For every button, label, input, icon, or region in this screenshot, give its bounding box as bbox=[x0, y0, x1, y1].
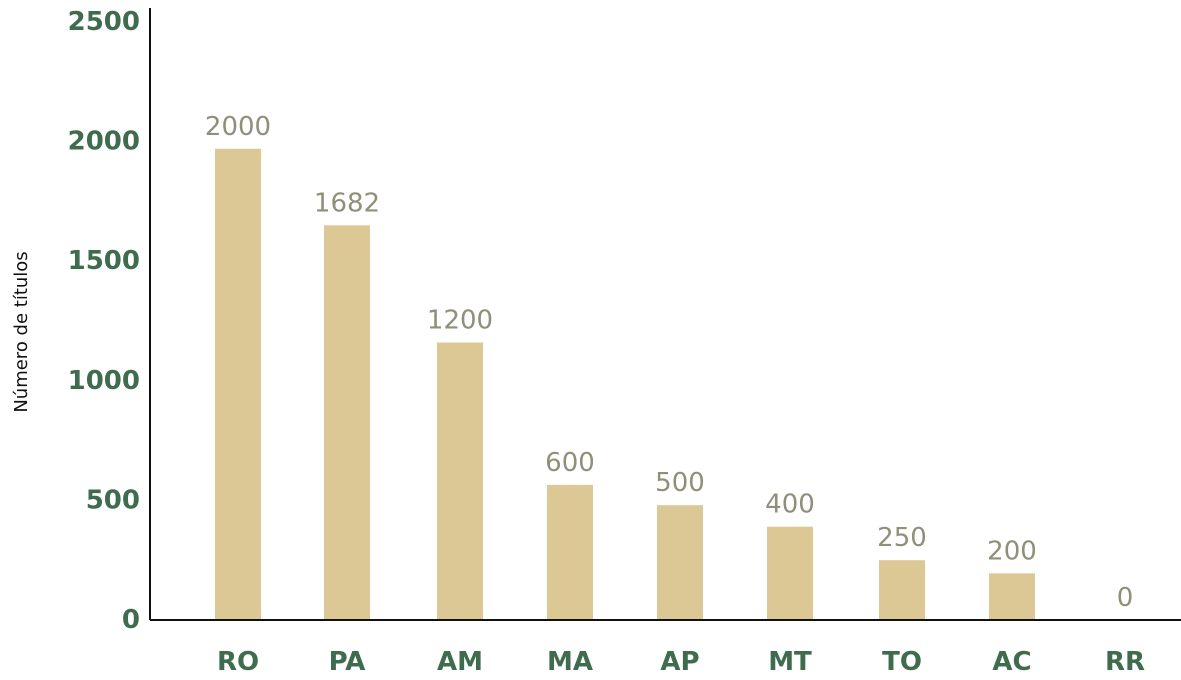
data-label-pa: 1682 bbox=[314, 188, 380, 218]
bar-ma bbox=[547, 484, 593, 620]
data-label-mt: 400 bbox=[765, 490, 815, 520]
data-label-ap: 500 bbox=[655, 468, 705, 498]
category-label-rr: RR bbox=[1105, 647, 1145, 677]
category-label-pa: PA bbox=[329, 647, 366, 677]
category-label-ac: AC bbox=[992, 647, 1031, 677]
category-label-ro: RO bbox=[217, 647, 259, 677]
data-label-ma: 600 bbox=[545, 448, 595, 478]
data-label-ac: 200 bbox=[987, 536, 1037, 566]
bar-ro bbox=[215, 148, 261, 620]
bar-ap bbox=[657, 505, 703, 620]
category-label-ap: AP bbox=[660, 647, 699, 677]
data-label-am: 1200 bbox=[427, 306, 493, 336]
y-tick-label: 0 bbox=[122, 605, 140, 635]
category-label-am: AM bbox=[437, 647, 483, 677]
bar-am bbox=[437, 342, 483, 620]
category-label-ma: MA bbox=[547, 647, 593, 677]
y-axis-title: Número de títulos bbox=[11, 251, 32, 412]
y-tick-label: 2500 bbox=[68, 7, 140, 37]
data-label-ro: 2000 bbox=[205, 112, 271, 142]
y-axis-ticks: 0 500 1000 1500 2000 2500 bbox=[68, 7, 140, 635]
x-axis-labels: RO PA AM MA AP MT TO AC RR bbox=[217, 647, 1145, 677]
bar-to bbox=[879, 560, 925, 620]
bar-ac bbox=[989, 573, 1035, 620]
y-tick-label: 500 bbox=[86, 485, 140, 515]
category-label-mt: MT bbox=[768, 647, 812, 677]
data-label-to: 250 bbox=[877, 523, 927, 553]
bar-mt bbox=[767, 526, 813, 620]
y-tick-label: 1000 bbox=[68, 366, 140, 396]
bar-pa bbox=[324, 225, 370, 620]
data-label-rr: 0 bbox=[1117, 583, 1134, 613]
y-tick-label: 1500 bbox=[68, 246, 140, 276]
bars-group bbox=[215, 148, 1035, 620]
y-tick-label: 2000 bbox=[68, 127, 140, 157]
category-label-to: TO bbox=[882, 647, 922, 677]
